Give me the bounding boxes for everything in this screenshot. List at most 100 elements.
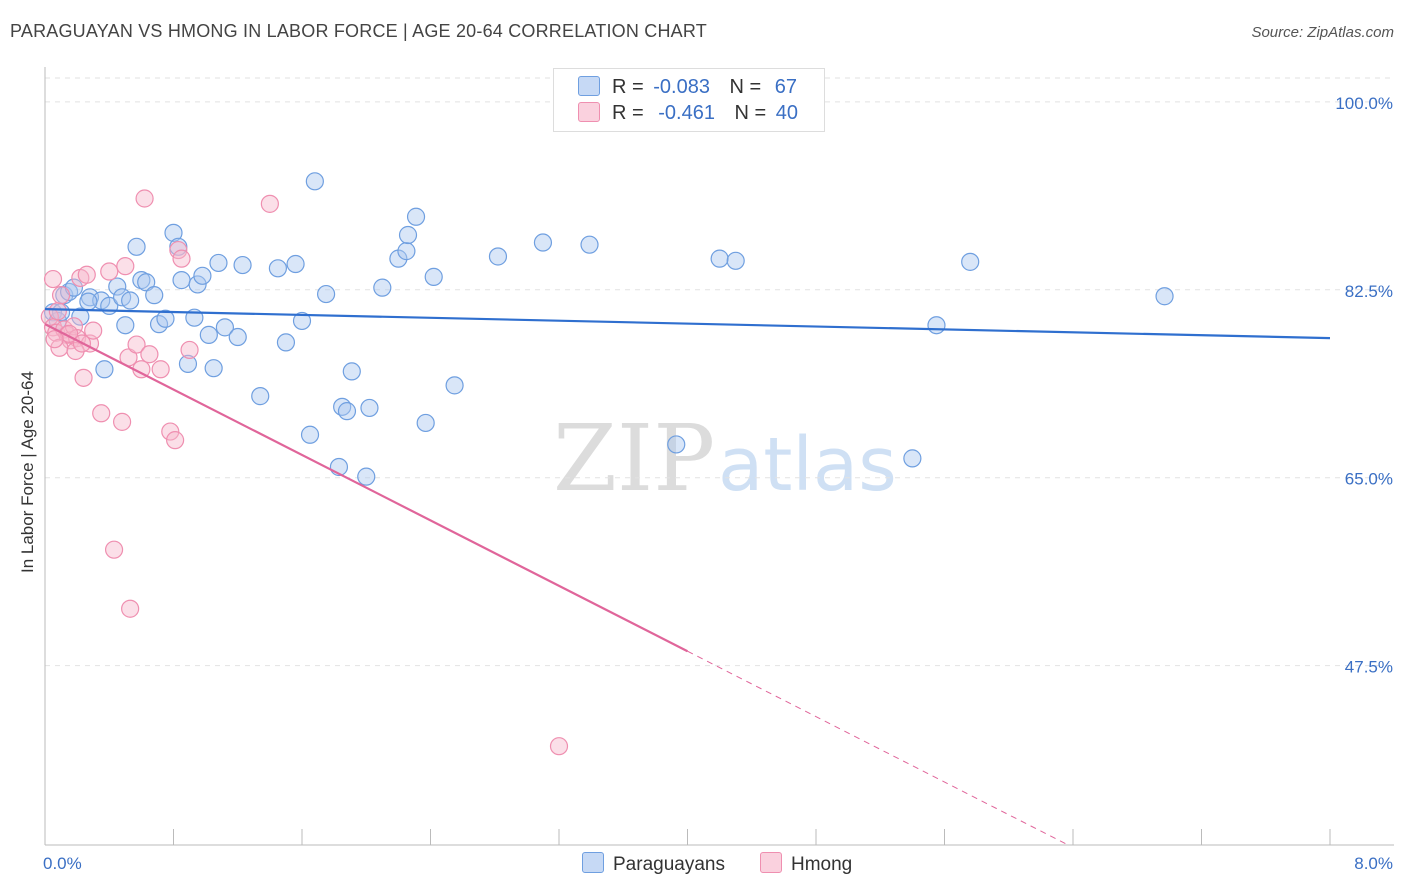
- legend-n-value: 40: [775, 102, 799, 124]
- paraguayan-point: [233, 255, 252, 275]
- y-tick-label: 47.5%: [1345, 658, 1393, 677]
- paraguayan-point: [397, 242, 416, 261]
- legend-n-label: N =: [734, 102, 767, 124]
- bottom-legend-hmong: Hmong: [760, 852, 852, 876]
- blue-swatch: [578, 76, 600, 96]
- paraguayan-point: [268, 259, 288, 278]
- paraguayan-point: [305, 172, 324, 191]
- legend-r-label: R =: [612, 76, 644, 98]
- chart-title: PARAGUAYAN VS HMONG IN LABOR FORCE | AGE…: [10, 21, 707, 41]
- pink-swatch: [578, 102, 600, 122]
- bottom-legend-label: Hmong: [791, 854, 853, 875]
- paraguayan-point: [215, 318, 234, 337]
- paraguayan-point: [286, 254, 305, 274]
- bottom-legend-label: Paraguayans: [613, 854, 725, 875]
- y-tick-label: 100.0%: [1335, 94, 1393, 113]
- paraguayan-point: [927, 316, 946, 335]
- paraguayan-point: [137, 273, 156, 292]
- paraguayan-point: [416, 413, 435, 433]
- hmong-point: [151, 360, 170, 379]
- paraguayan-point: [667, 435, 686, 454]
- paraguayan-point: [209, 253, 228, 273]
- paraguayan-point: [961, 252, 980, 271]
- hmong-point: [92, 404, 111, 423]
- paraguayan-point: [172, 271, 191, 290]
- hmong-point: [121, 599, 140, 618]
- hmong-point: [104, 540, 124, 559]
- paraguayan-point: [71, 307, 90, 326]
- hmong-point: [77, 265, 96, 284]
- paraguayan-point: [726, 251, 745, 270]
- paraguayan-point: [300, 425, 320, 444]
- paraguayan-point: [710, 249, 729, 268]
- paraguayan-point: [276, 333, 296, 352]
- paraguayan-point: [95, 360, 114, 379]
- paraguayan-point: [251, 387, 270, 406]
- paraguayan-point: [188, 275, 207, 294]
- pink-swatch: [760, 852, 782, 873]
- paraguayan-point: [1155, 287, 1174, 306]
- hmong-point: [112, 412, 132, 431]
- paraguayan-trend-line: [44, 308, 1331, 340]
- legend-n-label: N =: [729, 76, 762, 98]
- watermark-zip: ZIP: [553, 405, 715, 512]
- hmong-point: [51, 286, 71, 305]
- y-tick-label: 65.0%: [1345, 470, 1393, 489]
- paraguayan-point: [204, 359, 223, 378]
- hmong-point: [135, 189, 154, 208]
- legend-row-paraguayans: R = -0.083 N = 67: [578, 76, 797, 100]
- paraguayan-point: [398, 225, 418, 245]
- legend-r-label: R =: [612, 102, 644, 124]
- bottom-legend-paraguayans: Paraguayans: [582, 852, 725, 876]
- paraguayan-point: [145, 286, 164, 305]
- legend-r-value: -0.083: [653, 76, 710, 98]
- paraguayan-point: [316, 284, 336, 304]
- paraguayan-point: [108, 277, 127, 296]
- paraguayan-point: [228, 327, 247, 347]
- paraguayan-point: [178, 354, 198, 373]
- paraguayan-point: [488, 247, 508, 266]
- correlation-legend: R = -0.083 N = 67 R = -0.461 N = 40: [553, 68, 825, 132]
- y-tick-label: 82.5%: [1345, 282, 1393, 301]
- paraguayan-point: [127, 237, 146, 256]
- hmong-trend-line: [44, 323, 688, 653]
- hmong-point: [180, 340, 199, 360]
- paraguayan-point: [79, 292, 98, 311]
- paraguayan-point: [357, 467, 376, 486]
- hmong-point: [116, 257, 135, 276]
- legend-r-value: -0.461: [658, 102, 715, 124]
- hmong-point: [140, 345, 159, 364]
- paraguayan-point: [164, 223, 183, 242]
- hmong-point: [161, 422, 180, 441]
- paraguayan-point: [337, 402, 357, 421]
- hmong-point: [549, 737, 569, 756]
- paraguayan-point: [199, 325, 218, 344]
- legend-n-value: 67: [774, 76, 798, 98]
- x-tick-label: 0.0%: [43, 854, 82, 873]
- watermark-atlas: atlas: [718, 422, 897, 508]
- legend-row-hmong: R = -0.461 N = 40: [578, 102, 798, 126]
- paraguayan-point: [292, 311, 312, 331]
- paraguayan-point: [373, 278, 392, 297]
- paraguayan-point: [116, 316, 135, 335]
- paraguayan-point: [903, 449, 922, 468]
- hmong-point: [48, 302, 67, 321]
- hmong-trend-extension: [687, 650, 1069, 846]
- paraguayan-point: [580, 235, 599, 254]
- x-tick-label: 8.0%: [1354, 854, 1393, 873]
- paraguayan-point: [406, 207, 426, 226]
- hmong-point: [45, 330, 64, 349]
- paraguayan-point: [342, 362, 361, 381]
- paraguayan-point: [533, 233, 553, 252]
- source-label: Source: ZipAtlas.com: [1251, 24, 1394, 41]
- paraguayan-point: [156, 309, 175, 328]
- hmong-point: [260, 194, 279, 213]
- paraguayan-point: [360, 398, 379, 418]
- hmong-point: [66, 341, 85, 361]
- hmong-point: [43, 269, 63, 289]
- paraguayan-point: [121, 291, 140, 310]
- hmong-point: [74, 368, 93, 387]
- blue-swatch: [582, 852, 604, 873]
- hmong-point: [84, 321, 103, 340]
